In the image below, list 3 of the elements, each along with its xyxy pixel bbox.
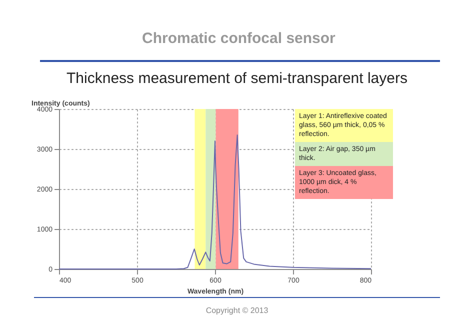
text: Copyright © 2013	[204, 306, 270, 315]
chart-title: Chromatic confocal sensor	[142, 30, 336, 47]
chart-subtitle: Thickness measurement of semi-transparent layers	[66, 70, 408, 87]
